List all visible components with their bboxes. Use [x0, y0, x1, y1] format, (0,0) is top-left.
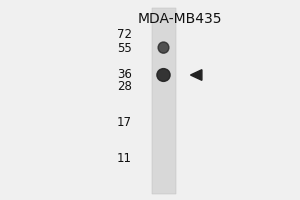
Text: 36: 36: [117, 68, 132, 82]
Text: 55: 55: [117, 43, 132, 55]
Text: 11: 11: [117, 152, 132, 166]
Polygon shape: [190, 70, 202, 80]
Text: 28: 28: [117, 80, 132, 94]
Text: 17: 17: [117, 116, 132, 130]
Bar: [152, 8, 176, 194]
Text: 72: 72: [117, 28, 132, 42]
Text: MDA-MB435: MDA-MB435: [138, 12, 222, 26]
Ellipse shape: [157, 69, 170, 81]
Ellipse shape: [158, 42, 169, 53]
